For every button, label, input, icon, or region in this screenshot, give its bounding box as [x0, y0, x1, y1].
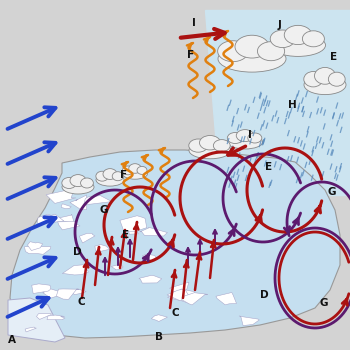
Polygon shape [58, 222, 80, 230]
Polygon shape [84, 196, 112, 205]
Polygon shape [205, 10, 350, 195]
Text: C: C [172, 308, 180, 318]
Text: F: F [187, 50, 194, 60]
Polygon shape [25, 327, 36, 332]
Polygon shape [61, 204, 71, 209]
Polygon shape [128, 228, 138, 234]
Text: E: E [330, 52, 337, 62]
Polygon shape [32, 284, 51, 294]
Text: G: G [320, 298, 329, 308]
Ellipse shape [129, 164, 141, 173]
Ellipse shape [199, 135, 220, 150]
Polygon shape [170, 282, 189, 293]
Text: I: I [248, 130, 252, 140]
Text: E: E [122, 230, 129, 240]
Ellipse shape [304, 71, 323, 87]
Ellipse shape [122, 168, 147, 179]
Ellipse shape [189, 139, 208, 152]
Polygon shape [62, 265, 89, 275]
Polygon shape [168, 289, 195, 303]
Ellipse shape [235, 35, 269, 58]
Ellipse shape [96, 171, 108, 181]
Ellipse shape [137, 166, 147, 174]
Polygon shape [239, 316, 259, 326]
Text: F: F [120, 170, 127, 180]
Polygon shape [10, 150, 340, 338]
Text: I: I [192, 18, 196, 28]
Polygon shape [36, 314, 51, 320]
Text: E: E [265, 162, 272, 172]
Polygon shape [56, 289, 79, 299]
Text: H: H [288, 100, 297, 110]
Polygon shape [37, 214, 64, 224]
Ellipse shape [328, 72, 345, 86]
Ellipse shape [304, 75, 346, 94]
Polygon shape [8, 298, 65, 342]
Polygon shape [43, 289, 62, 298]
Polygon shape [111, 264, 123, 270]
Ellipse shape [218, 41, 248, 62]
Ellipse shape [218, 46, 286, 72]
Ellipse shape [214, 140, 230, 152]
Ellipse shape [284, 25, 312, 44]
Ellipse shape [70, 175, 86, 187]
Ellipse shape [302, 31, 324, 47]
Polygon shape [46, 190, 76, 203]
Ellipse shape [80, 178, 93, 188]
Polygon shape [216, 293, 237, 305]
Ellipse shape [62, 180, 94, 194]
Polygon shape [151, 315, 168, 322]
Polygon shape [167, 289, 190, 301]
Polygon shape [72, 289, 86, 295]
Text: B: B [155, 332, 163, 342]
Text: D: D [73, 247, 82, 257]
Ellipse shape [248, 133, 262, 143]
Ellipse shape [228, 133, 243, 144]
Ellipse shape [271, 34, 326, 56]
Ellipse shape [315, 68, 336, 84]
Polygon shape [60, 214, 74, 223]
Polygon shape [70, 195, 87, 210]
Polygon shape [182, 293, 208, 305]
Ellipse shape [270, 30, 295, 48]
Ellipse shape [112, 172, 124, 181]
Polygon shape [95, 244, 110, 252]
Text: G: G [328, 187, 336, 197]
Ellipse shape [189, 142, 231, 159]
Polygon shape [140, 227, 167, 236]
Ellipse shape [228, 135, 262, 149]
Polygon shape [120, 216, 147, 231]
Ellipse shape [258, 42, 285, 61]
Polygon shape [25, 247, 51, 254]
Text: J: J [278, 20, 282, 30]
Ellipse shape [122, 166, 134, 175]
Ellipse shape [96, 174, 124, 186]
Ellipse shape [236, 130, 254, 142]
Text: C: C [78, 297, 86, 307]
Ellipse shape [103, 169, 117, 180]
Polygon shape [139, 275, 162, 283]
Polygon shape [142, 254, 156, 261]
Ellipse shape [62, 177, 76, 189]
Polygon shape [79, 233, 95, 243]
Text: D: D [260, 290, 269, 300]
Polygon shape [27, 241, 43, 251]
Text: G: G [100, 205, 108, 215]
Polygon shape [47, 315, 65, 320]
Text: A: A [8, 335, 16, 345]
